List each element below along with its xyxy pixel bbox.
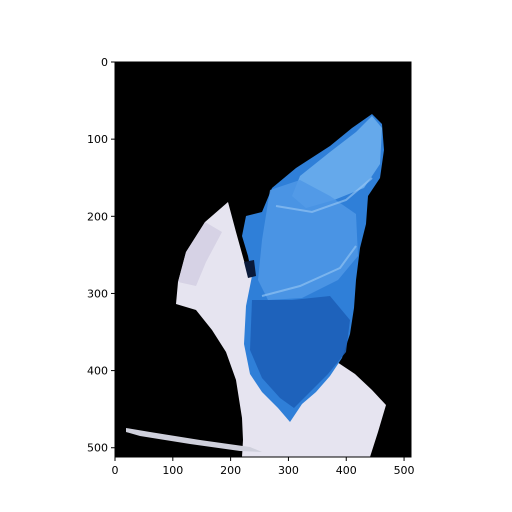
x-tick-label: 400 — [336, 464, 357, 477]
x-tick-label: 200 — [220, 464, 241, 477]
crystal-highlight-top — [292, 116, 382, 208]
dish-shading — [178, 222, 222, 286]
y-tick-label: 300 — [87, 287, 108, 300]
crystal-shadow-lower — [250, 296, 350, 408]
crystal-highlight-mid — [258, 180, 358, 300]
x-tick-label: 300 — [278, 464, 299, 477]
crystal-facet-line-2 — [275, 177, 373, 214]
x-tick-label: 100 — [162, 464, 183, 477]
x-tick-label: 0 — [112, 464, 119, 477]
y-tick-label: 400 — [87, 365, 108, 378]
y-axis: 0 100 200 300 400 500 — [87, 56, 115, 455]
plot-frame — [114, 61, 412, 458]
y-tick-label: 100 — [87, 133, 108, 146]
x-tick-label: 500 — [394, 464, 415, 477]
y-tick-label: 200 — [87, 210, 108, 223]
y-tick-label: 0 — [101, 56, 108, 69]
glass-sliver — [126, 428, 262, 452]
crystal-dark-crevice — [244, 260, 256, 278]
y-tick-label: 500 — [87, 442, 108, 455]
image-plot-area — [114, 61, 412, 458]
crystal-facet-line — [261, 245, 357, 297]
x-axis: 0 100 200 300 400 500 — [112, 457, 415, 477]
